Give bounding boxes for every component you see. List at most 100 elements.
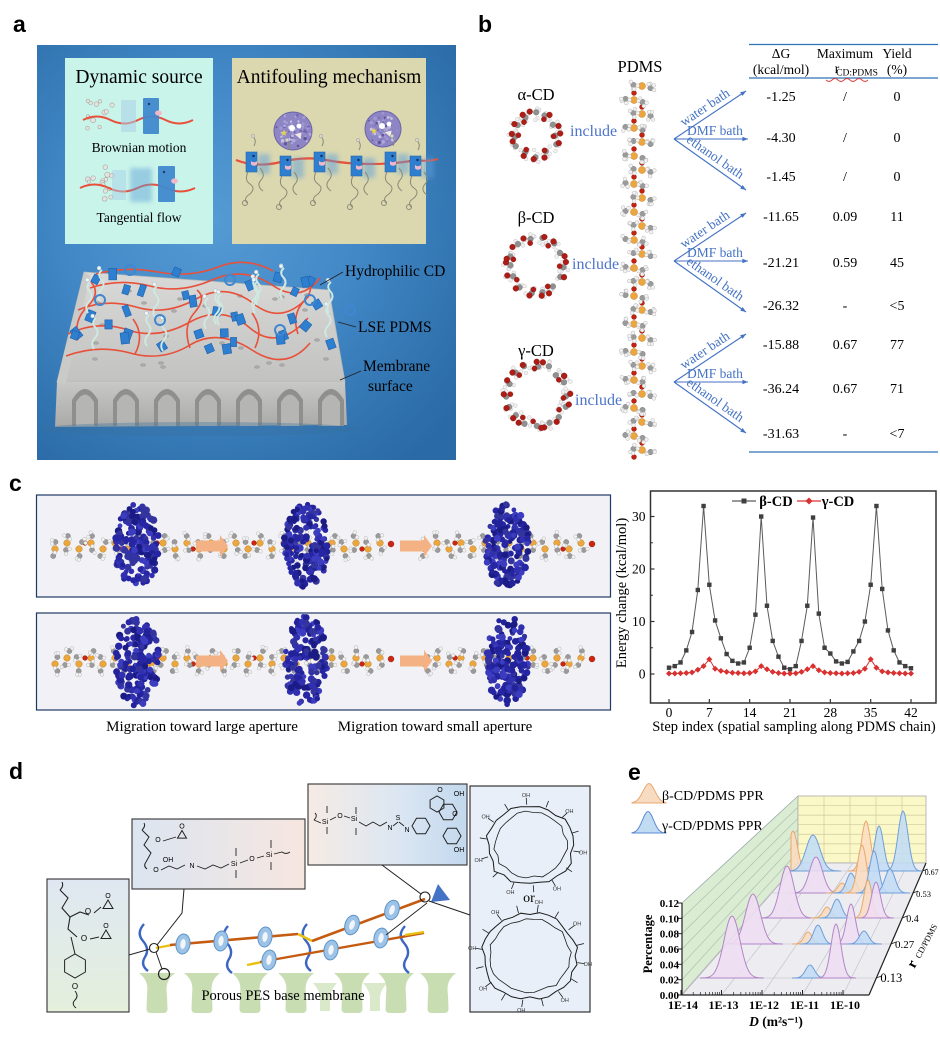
svg-text:10: 10 <box>632 614 646 629</box>
svg-text:β-CD: β-CD <box>759 494 792 510</box>
svg-text:β-CD: β-CD <box>518 208 555 227</box>
svg-text:0.02: 0.02 <box>660 975 680 987</box>
svg-text:(kcal/mol): (kcal/mol) <box>753 62 809 77</box>
svg-text:PDMS: PDMS <box>618 57 663 76</box>
svg-text:CD/PDMS: CD/PDMS <box>913 922 939 960</box>
svg-text:surface: surface <box>368 378 413 395</box>
svg-text:Hydrophilic CD: Hydrophilic CD <box>345 263 445 280</box>
svg-text:Brownian motion: Brownian motion <box>92 140 187 155</box>
svg-text:N: N <box>404 827 409 834</box>
svg-text:OH: OH <box>506 890 514 896</box>
svg-text:35: 35 <box>864 705 878 720</box>
svg-text:0.13: 0.13 <box>880 971 902 985</box>
svg-text:1E-10: 1E-10 <box>830 998 860 1012</box>
svg-text:20: 20 <box>632 562 646 577</box>
svg-text:OH: OH <box>579 851 587 857</box>
svg-text:O: O <box>81 934 87 943</box>
svg-text:OH: OH <box>584 962 592 968</box>
svg-text:/: / <box>843 90 847 105</box>
svg-text:71: 71 <box>890 382 904 397</box>
svg-text:-11.65: -11.65 <box>763 210 799 225</box>
svg-text:OH: OH <box>565 809 573 815</box>
svg-text:Si: Si <box>266 852 273 859</box>
svg-text:Si: Si <box>231 861 238 868</box>
svg-text:or: or <box>523 891 535 906</box>
svg-text:N: N <box>387 825 392 832</box>
svg-text:-1.45: -1.45 <box>766 170 795 185</box>
svg-text:O: O <box>179 824 185 831</box>
svg-text:1E-13: 1E-13 <box>709 998 739 1012</box>
svg-text:45: 45 <box>890 256 904 271</box>
svg-text:-36.24: -36.24 <box>763 382 799 397</box>
svg-text:O: O <box>437 787 443 794</box>
svg-text:/: / <box>843 131 847 146</box>
svg-text:OH: OH <box>468 946 476 952</box>
svg-text:0.67: 0.67 <box>833 338 858 353</box>
svg-text:O: O <box>153 867 159 874</box>
svg-text:D (m²s⁻¹): D (m²s⁻¹) <box>748 1014 803 1029</box>
svg-text:O: O <box>85 907 91 916</box>
svg-text:β-CD/PDMS PPR: β-CD/PDMS PPR <box>662 789 764 804</box>
svg-text:OH: OH <box>481 815 489 821</box>
svg-text:Antifouling mechanism: Antifouling mechanism <box>237 67 422 88</box>
svg-text:OH: OH <box>517 1008 525 1014</box>
svg-text:LSE PDMS: LSE PDMS <box>358 319 432 336</box>
svg-text:0.53: 0.53 <box>916 889 931 899</box>
svg-text:0.59: 0.59 <box>833 256 858 271</box>
svg-text:OH: OH <box>491 910 499 916</box>
svg-text:-4.30: -4.30 <box>766 131 795 146</box>
svg-text:γ-CD: γ-CD <box>821 494 855 510</box>
svg-text:(%): (%) <box>887 62 907 77</box>
svg-text:21: 21 <box>783 705 797 720</box>
svg-text:DMF bath: DMF bath <box>687 123 743 138</box>
svg-text:0.67: 0.67 <box>833 382 858 397</box>
svg-text:Porous PES base membrane: Porous PES base membrane <box>201 988 364 1004</box>
svg-text:Percentage: Percentage <box>641 914 655 973</box>
svg-text:OH: OH <box>553 887 561 893</box>
svg-text:DMF bath: DMF bath <box>687 366 743 381</box>
svg-text:/: / <box>843 170 847 185</box>
svg-text:7: 7 <box>706 705 713 720</box>
svg-text:Tangential flow: Tangential flow <box>97 210 182 225</box>
svg-text:OH: OH <box>535 900 543 906</box>
svg-text:O: O <box>337 813 343 820</box>
svg-text:-26.32: -26.32 <box>763 299 799 314</box>
svg-text:28: 28 <box>824 705 838 720</box>
svg-text:include: include <box>570 123 617 140</box>
svg-text:-: - <box>843 299 848 314</box>
svg-text:0.04: 0.04 <box>660 959 680 971</box>
svg-text:0.12: 0.12 <box>660 898 680 910</box>
svg-text:-21.21: -21.21 <box>763 256 799 271</box>
svg-text:OH: OH <box>573 922 581 928</box>
svg-text:Yield: Yield <box>882 46 911 61</box>
svg-text:OH: OH <box>163 857 174 864</box>
svg-text:Dynamic source: Dynamic source <box>75 67 202 88</box>
svg-text:<7: <7 <box>890 427 905 442</box>
svg-text:DMF bath: DMF bath <box>687 245 743 260</box>
svg-text:0.67: 0.67 <box>925 868 939 877</box>
svg-text:ΔG: ΔG <box>772 46 791 61</box>
svg-text:O: O <box>105 893 111 900</box>
svg-text:0.08: 0.08 <box>660 929 680 941</box>
svg-text:0: 0 <box>894 90 901 105</box>
svg-text:Maximum: Maximum <box>817 46 874 61</box>
svg-text:Migration toward large apertur: Migration toward large aperture <box>106 719 298 735</box>
svg-text:0.00: 0.00 <box>660 990 680 1002</box>
svg-text:0: 0 <box>894 131 901 146</box>
svg-text:11: 11 <box>890 210 903 225</box>
svg-text:-31.63: -31.63 <box>763 427 799 442</box>
svg-text:0: 0 <box>666 705 673 720</box>
svg-text:N: N <box>189 863 194 870</box>
svg-text:Membrane: Membrane <box>363 358 430 375</box>
svg-text:include: include <box>575 392 622 409</box>
svg-text:γ-CD/PDMS PPR: γ-CD/PDMS PPR <box>661 819 763 834</box>
svg-text:0.27: 0.27 <box>895 939 915 951</box>
svg-text:1E-12: 1E-12 <box>749 998 779 1012</box>
svg-text:O: O <box>249 856 255 863</box>
svg-text:OH: OH <box>561 998 569 1004</box>
svg-text:include: include <box>572 256 619 273</box>
svg-text:OH: OH <box>522 793 530 799</box>
svg-text:O: O <box>72 982 78 991</box>
svg-text:e: e <box>628 759 641 785</box>
svg-text:1E-11: 1E-11 <box>790 998 819 1012</box>
